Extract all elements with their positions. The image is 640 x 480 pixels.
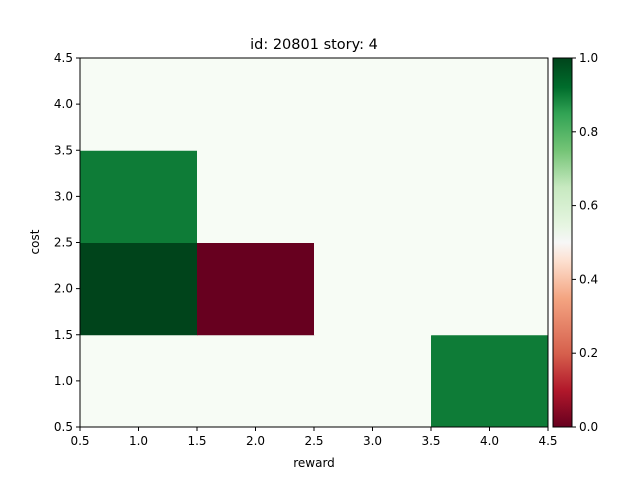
heatmap-cell-r4-c2 (197, 58, 315, 151)
heatmap-cell-r3-c4 (431, 150, 549, 243)
y-tick-label: 2.5 (54, 236, 73, 250)
colorbar-tick-label: 1.0 (579, 51, 598, 65)
heatmap-cell-r1-c2 (197, 334, 315, 428)
y-tick-label: 1.5 (54, 328, 73, 342)
y-tick-label: 0.5 (54, 420, 73, 434)
y-tick-label: 4.0 (54, 97, 73, 111)
heatmap-cell-r2-c4 (431, 242, 549, 336)
x-tick-label: 1.0 (129, 434, 148, 448)
y-tick-label: 2.0 (54, 282, 73, 296)
colorbar (552, 57, 573, 428)
x-tick-label: 4.0 (480, 434, 499, 448)
heatmap-cell-r1-c1 (80, 334, 198, 428)
heatmap-cell-r2-c3 (314, 242, 432, 336)
heatmap-cell-r1-c4 (431, 334, 549, 428)
colorbar-tick-label: 0.0 (579, 420, 598, 434)
heatmap-cell-r3-c3 (314, 150, 432, 243)
heatmap-cell-r3-c1 (80, 150, 198, 243)
x-tick-label: 2.0 (246, 434, 265, 448)
x-tick-label: 3.5 (421, 434, 440, 448)
y-tick-label: 3.5 (54, 143, 73, 157)
colorbar-tick-label: 0.6 (579, 199, 598, 213)
heatmap-cells (80, 58, 549, 428)
colorbar-tick-label: 0.2 (579, 346, 598, 360)
colorbar-tick-label: 0.4 (579, 272, 598, 286)
x-tick-label: 3.0 (363, 434, 382, 448)
x-tick-label: 2.5 (304, 434, 323, 448)
heatmap-cell-r3-c2 (197, 150, 315, 243)
x-tick-label: 1.5 (187, 434, 206, 448)
x-axis-label: reward (293, 456, 335, 470)
y-tick-label: 3.0 (54, 189, 73, 203)
heatmap-cell-r4-c4 (431, 58, 549, 151)
x-tick-label: 0.5 (70, 434, 89, 448)
heatmap-cell-r4-c1 (80, 58, 198, 151)
heatmap-cell-r2-c1 (80, 242, 198, 336)
y-axis-label: cost (28, 229, 42, 254)
y-tick-label: 4.5 (54, 51, 73, 65)
y-tick-label: 1.0 (54, 374, 73, 388)
heatmap-cell-r1-c3 (314, 334, 432, 428)
y-axis: 0.5 1.0 1.5 2.0 2.5 3.0 3.5 4.0 4.5 (54, 51, 80, 434)
heatmap-cell-r2-c2 (197, 242, 315, 336)
chart-title: id: 20801 story: 4 (250, 37, 378, 53)
heatmap-cell-r4-c3 (314, 58, 432, 151)
x-axis: 0.5 1.0 1.5 2.0 2.5 3.0 3.5 4.0 4.5 (70, 427, 558, 448)
colorbar-tick-label: 0.8 (579, 125, 598, 139)
x-tick-label: 4.5 (538, 434, 557, 448)
colorbar-ticks: 0.0 0.2 0.4 0.6 0.8 1.0 (572, 51, 598, 434)
